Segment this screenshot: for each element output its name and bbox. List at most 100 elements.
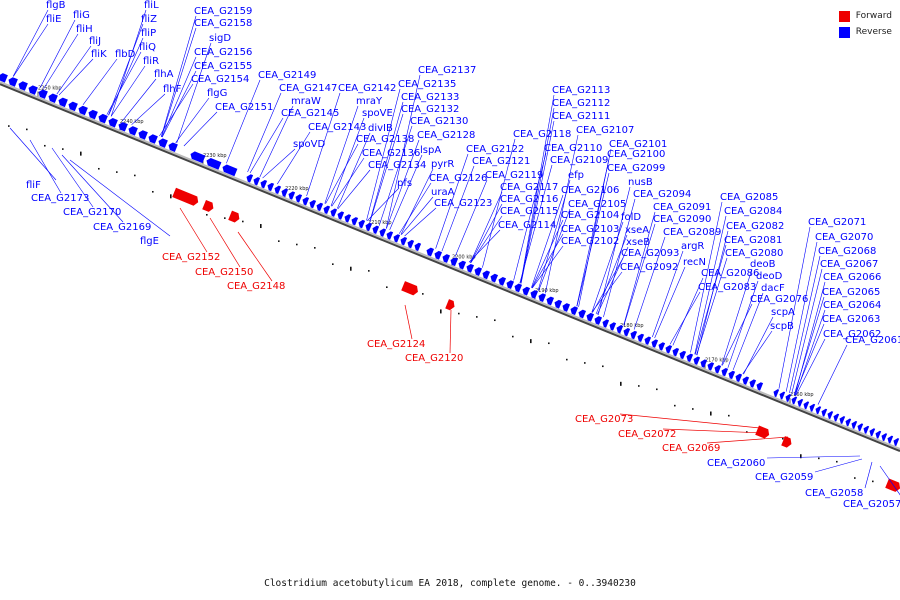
gene-label-reverse: CEA_G2170	[63, 207, 121, 218]
gene-arrow-reverse	[294, 193, 302, 202]
feature-dot	[260, 224, 262, 228]
gene-arrow-reverse	[838, 415, 845, 424]
gene-arrow-reverse	[385, 230, 393, 239]
feature-dot	[494, 319, 496, 321]
gene-label-reverse: fliR	[143, 56, 159, 67]
gene-arrow-reverse	[650, 338, 658, 347]
legend-reverse-label: Reverse	[856, 27, 892, 37]
gene-label-reverse: scpA	[771, 307, 795, 318]
gene-label-reverse: sigD	[209, 33, 231, 44]
label-leader	[177, 43, 211, 143]
gene-label-reverse: CEA_G2059	[755, 472, 813, 483]
gene-arrow-reverse	[748, 378, 756, 387]
gene-label-reverse: CEA_G2128	[417, 130, 475, 141]
feature-dot	[62, 148, 64, 150]
gene-label-reverse: CEA_G2071	[808, 217, 866, 228]
gene-label-reverse: CEA_G2126	[429, 173, 487, 184]
gene-arrow-reverse	[778, 390, 785, 399]
feature-dot	[422, 293, 424, 295]
gene-label-reverse: CEA_G2115	[500, 206, 558, 217]
feature-dot	[728, 415, 730, 417]
gene-label-reverse: CEA_G2138	[356, 134, 414, 145]
label-leader	[401, 197, 433, 235]
axis-tick-label: 2230 kbp	[203, 153, 227, 159]
feature-dot	[170, 194, 172, 198]
gene-label-reverse: CEA_G2091	[653, 202, 711, 213]
label-leader	[250, 118, 283, 173]
gene-arrow-reverse	[832, 412, 839, 421]
gene-label-reverse: deoD	[756, 271, 783, 282]
genome-map-stage: 2250 kbp2240 kbp2230 kbp2220 kbp2210 kbp…	[0, 0, 900, 600]
gene-arrow-reverse	[741, 375, 749, 384]
gene-label-reverse: CEA_G2092	[620, 262, 678, 273]
gene-arrow-reverse	[245, 173, 253, 182]
gene-label-reverse: CEA_G2110	[544, 143, 602, 154]
gene-label-reverse: CEA_G2100	[607, 149, 665, 160]
feature-dot	[476, 316, 478, 318]
gene-label-reverse: CEA_G2112	[552, 98, 610, 109]
gene-label-reverse: CEA_G2060	[707, 458, 765, 469]
gene-arrow-reverse	[868, 427, 875, 436]
label-leader	[107, 52, 141, 115]
gene-arrow-reverse	[692, 355, 700, 364]
gene-arrow-reverse	[322, 205, 330, 214]
gene-label-reverse: CEA_G2132	[401, 104, 459, 115]
gene-arrow-reverse	[357, 219, 365, 228]
gene-arrow-reverse	[252, 176, 260, 185]
gene-arrow-reverse	[862, 425, 869, 434]
gene-label-reverse: CEA_G2061	[845, 335, 900, 346]
gene-arrow-reverse	[844, 417, 851, 426]
gene-label-reverse: flbD	[115, 49, 136, 60]
gene-label-reverse: dacF	[761, 283, 785, 294]
gene-label-reverse: CEA_G2104	[561, 210, 619, 221]
feature-dot	[872, 481, 874, 483]
gene-label-reverse: CEA_G2070	[815, 232, 873, 243]
gene-label-reverse: fliP	[141, 28, 156, 39]
feature-dot	[602, 365, 604, 367]
label-leader	[399, 183, 431, 234]
legend-forward-label: Forward	[856, 11, 892, 21]
axis-tick-label: 2160 kbp	[790, 392, 814, 398]
label-leader	[795, 324, 824, 395]
gene-label-reverse: CEA_G2084	[724, 206, 782, 217]
gene-label-reverse: CEA_G2159	[194, 6, 252, 17]
gene-label-forward: CEA_G2152	[162, 252, 220, 263]
gene-arrow-reverse	[820, 408, 827, 417]
gene-arrow-reverse	[720, 367, 728, 376]
gene-arrow-reverse	[343, 213, 351, 222]
gene-arrow-reverse	[856, 422, 863, 431]
gene-label-reverse: CEA_G2099	[607, 163, 665, 174]
gene-arrow-reverse	[713, 364, 721, 373]
feature-dot	[224, 217, 226, 219]
gene-arrow-reverse	[796, 398, 803, 407]
gene-arrow-reverse	[392, 233, 400, 242]
feature-dot	[278, 240, 280, 242]
label-leader	[13, 24, 48, 76]
gene-arrow-reverse	[671, 347, 679, 356]
axis-tick-label: 2180 kbp	[620, 323, 644, 329]
gene-label-reverse: CEA_G2076	[750, 294, 808, 305]
gene-label-reverse: fliQ	[139, 42, 156, 53]
label-leader	[818, 345, 847, 405]
label-leader	[332, 158, 364, 206]
axis-tick-label: 2220 kbp	[285, 186, 309, 192]
gene-label-reverse: CEA_G2106	[561, 185, 619, 196]
gene-label-reverse: CEA_G2145	[281, 108, 339, 119]
label-leader	[176, 98, 209, 143]
gene-arrow-reverse	[601, 318, 609, 327]
gene-label-reverse: flgG	[207, 88, 227, 99]
gene-label-reverse: xseB	[626, 237, 650, 248]
gene-arrow-reverse	[629, 330, 637, 339]
label-leader	[111, 66, 145, 116]
feature-dot	[638, 385, 640, 387]
gene-arrow-reverse	[850, 420, 857, 429]
gene-label-reverse: fliK	[91, 49, 107, 60]
gene-arrow-reverse	[336, 210, 344, 219]
gene-label-reverse: mraY	[356, 96, 383, 107]
gene-arrow-reverse	[413, 242, 421, 251]
gene-label-reverse: flgB	[46, 0, 66, 11]
gene-arrow-reverse	[308, 199, 316, 208]
feature-dot	[26, 129, 28, 131]
label-leader	[620, 414, 760, 428]
gene-label-reverse: xseA	[625, 225, 649, 236]
